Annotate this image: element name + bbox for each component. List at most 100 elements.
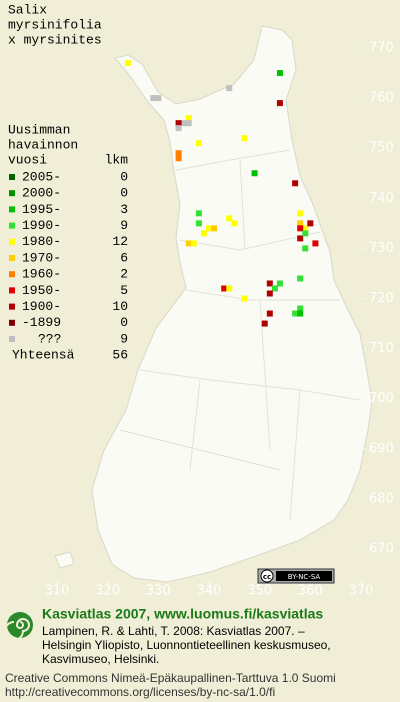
observation-square: [266, 290, 273, 297]
observation-square: [226, 285, 233, 292]
y-tick-label: 750: [369, 141, 394, 156]
legend-label: 1900-: [22, 299, 61, 314]
legend-label: 1950-: [22, 283, 61, 298]
legend-count: 0: [120, 186, 128, 201]
legend-header: havainnon: [8, 137, 78, 152]
observation-square: [185, 240, 192, 247]
y-tick-label: 670: [369, 542, 394, 557]
observation-square: [241, 295, 248, 302]
legend-label: -1899: [22, 315, 61, 330]
citation-line: Helsingin Yliopisto, Luonnontieteellinen…: [42, 638, 331, 652]
title-line: Salix: [8, 2, 47, 17]
region-borders: [119, 149, 361, 521]
observation-square: [175, 125, 182, 132]
observation-square: [297, 275, 304, 282]
license-url: http://creativecommons.org/licenses/by-n…: [5, 685, 275, 699]
observation-square: [261, 320, 268, 327]
legend-count: 12: [112, 234, 128, 249]
cc-badge: cc BY-NC-SA: [257, 568, 335, 584]
observation-square: [276, 100, 283, 107]
observation-square: [297, 220, 304, 227]
observation-square: [302, 230, 309, 237]
legend-header: vuosi: [8, 152, 47, 167]
x-tick-label: 370: [349, 584, 374, 599]
total-label: Yhteensä: [12, 348, 75, 363]
observation-square: [185, 120, 192, 127]
y-tick-label: 690: [369, 441, 394, 456]
x-tick-label: 310: [45, 584, 70, 599]
title-line: myrsinifolia: [8, 17, 102, 32]
observation-square: [297, 310, 304, 317]
legend-swatch: [9, 238, 15, 245]
observation-square: [292, 180, 299, 187]
legend-count: 10: [112, 299, 128, 314]
aland-islands: [54, 551, 75, 569]
legend-label: 2000-: [22, 186, 61, 201]
legend-label: ???: [38, 331, 61, 346]
observation-square: [221, 285, 228, 292]
observation-square: [266, 310, 273, 317]
legend-swatch: [9, 174, 15, 180]
legend-swatch: [9, 206, 15, 213]
legend-label: 1995-: [22, 202, 61, 217]
legend-label: 1970-: [22, 250, 61, 265]
legend-count: 0: [120, 315, 128, 330]
legend-swatch: [9, 319, 15, 326]
x-tick-label: 350: [247, 584, 272, 599]
observation-square: [206, 225, 212, 232]
country-outline: [91, 25, 373, 583]
citation-line: Kasvimuseo, Helsinki.: [42, 652, 159, 666]
observation-square: [297, 225, 304, 232]
legend-swatch: [9, 287, 15, 294]
total-count: 56: [112, 348, 128, 363]
legend-swatch: [9, 222, 15, 229]
y-tick-label: 760: [369, 91, 394, 106]
citation-line: Lampinen, R. & Lahti, T. 2008: Kasviatla…: [42, 624, 305, 638]
legend-count-header: lkm: [105, 152, 129, 167]
observation-square: [211, 225, 218, 232]
legend-count: 3: [120, 202, 128, 217]
observation-square: [155, 95, 162, 102]
x-tick-label: 360: [298, 584, 323, 599]
observation-square: [175, 120, 182, 127]
observation-square: [241, 135, 248, 142]
observation-square: [297, 235, 304, 242]
legend-count: 0: [120, 169, 128, 184]
title-line: x myrsinites: [8, 32, 102, 47]
observation-square: [292, 310, 299, 317]
legend-header: Uusimman: [8, 122, 70, 137]
badge-license: BY-NC-SA: [288, 573, 321, 581]
footer-heading: Kasviatlas 2007, www.luomus.fi/kasviatla…: [42, 606, 323, 622]
legend-swatch: [9, 255, 15, 261]
legend-count: 2: [120, 267, 128, 282]
observation-square: [251, 170, 258, 177]
observation-square: [312, 240, 319, 247]
logo-disc: [7, 612, 33, 638]
y-tick-label: 730: [369, 241, 394, 256]
observation-square: [266, 280, 273, 287]
observation-square: [226, 85, 233, 92]
observation-square: [276, 70, 283, 77]
legend-count: 9: [120, 218, 128, 233]
observation-square: [185, 115, 192, 122]
y-tick-label: 740: [369, 191, 394, 206]
legend-swatch: [9, 190, 15, 197]
observation-square: [297, 305, 304, 312]
observation-square: [124, 60, 131, 67]
y-tick-label: 680: [369, 491, 394, 506]
license-text: Creative Commons Nimeä-Epäkaupallinen-Ta…: [5, 671, 336, 685]
legend-swatch: [9, 303, 15, 310]
observation-square: [302, 245, 309, 252]
observation-square: [200, 230, 207, 237]
observation-square: [271, 285, 278, 292]
logo: [4, 612, 33, 641]
observation-square: [297, 210, 304, 217]
legend-swatch: [9, 271, 15, 278]
legend-swatch: [9, 336, 15, 342]
observation-square: [180, 120, 187, 127]
x-tick-label: 330: [146, 584, 171, 599]
observation-square: [150, 95, 157, 102]
legend-label: 2005-: [22, 169, 61, 184]
